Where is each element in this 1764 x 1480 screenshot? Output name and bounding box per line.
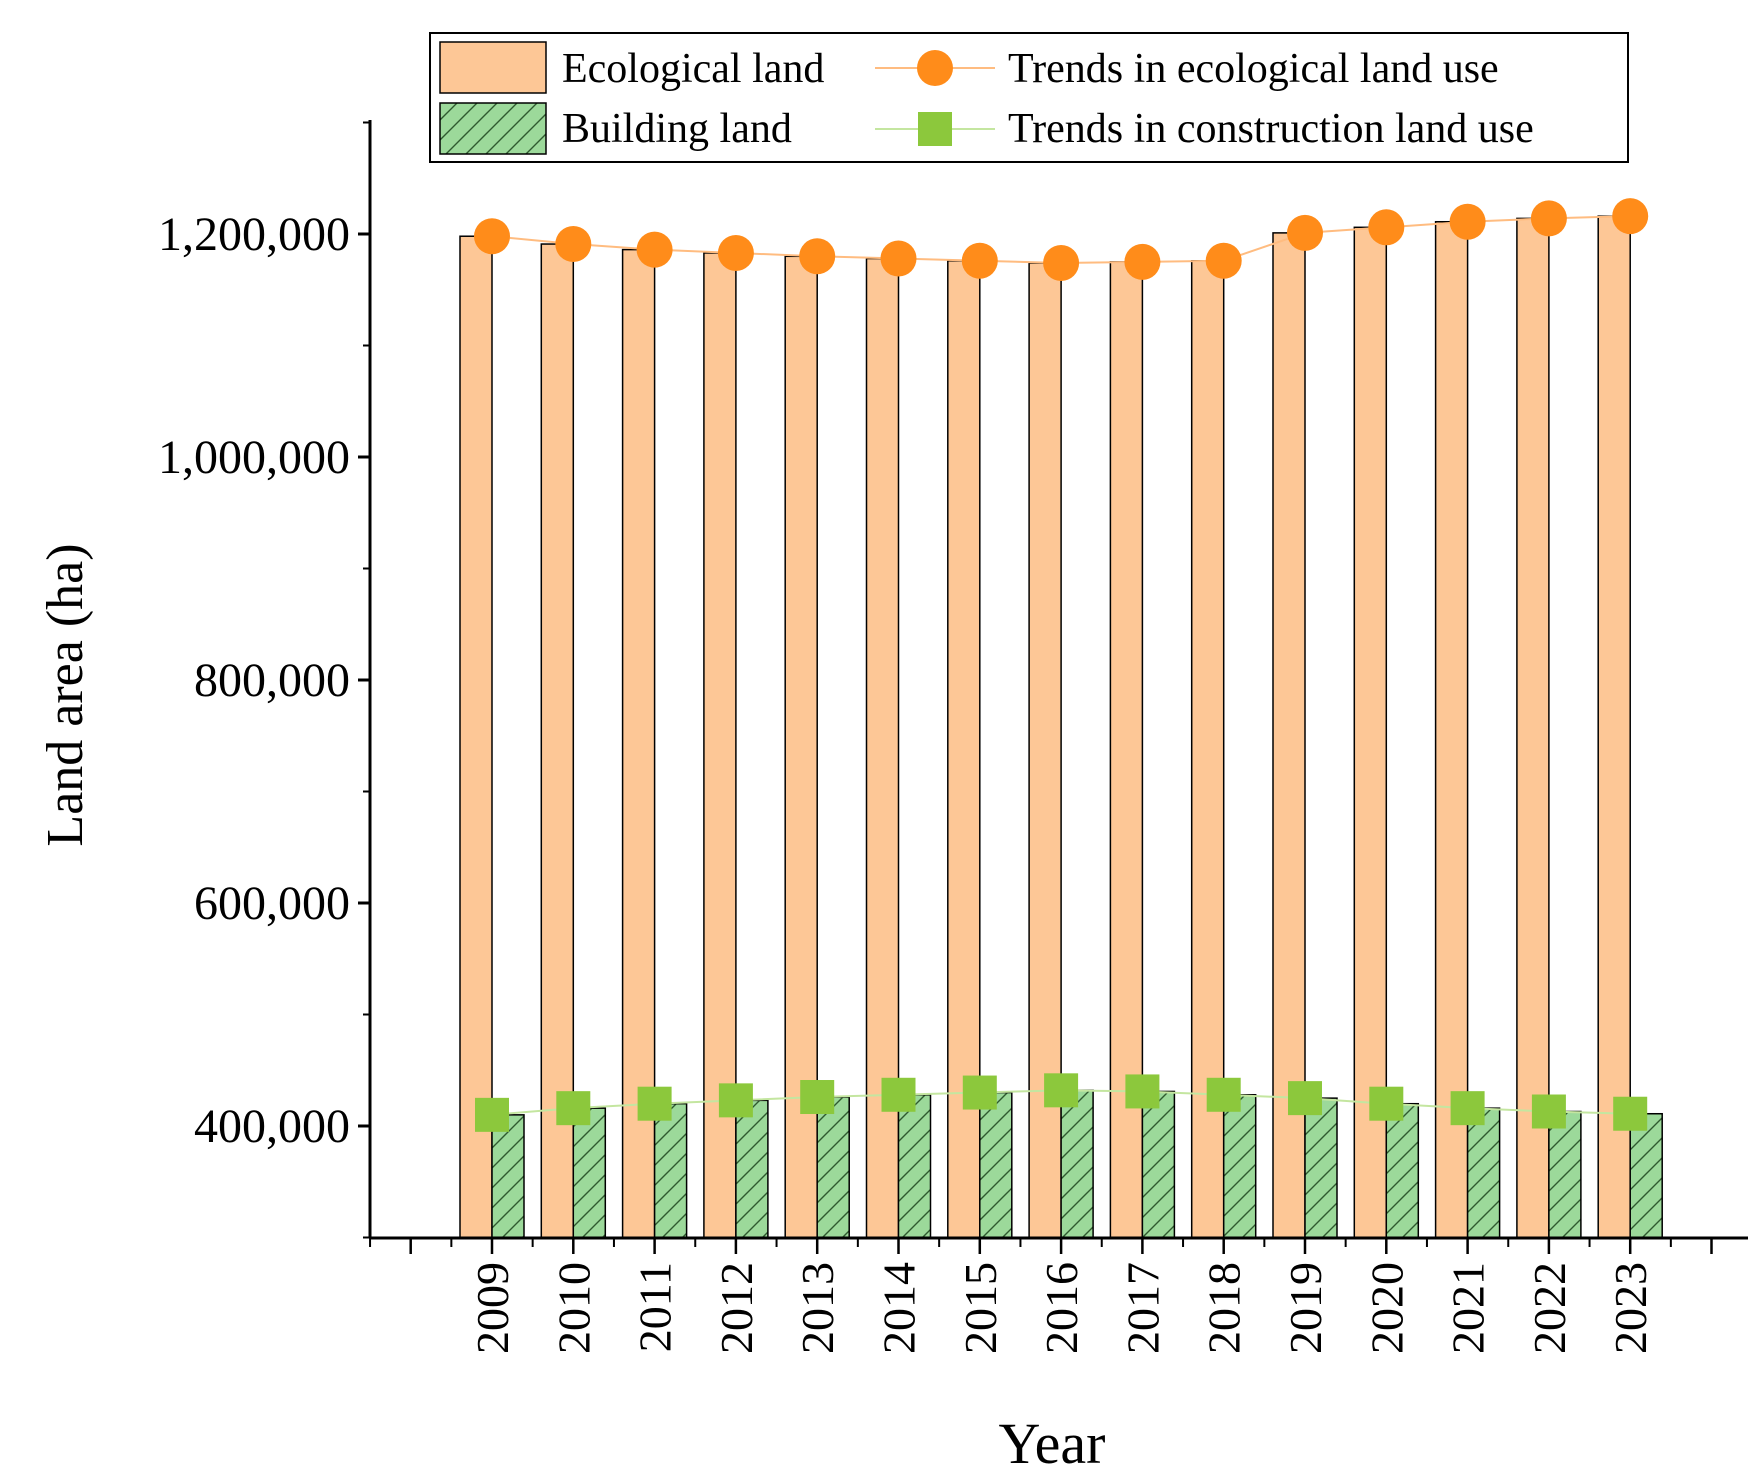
bar-building-land: [1141, 1090, 1176, 1239]
legend-marker-construction-trend: [918, 112, 952, 146]
point-ecological-trend: [1124, 243, 1161, 280]
bar-building-land: [1466, 1107, 1501, 1239]
bar-ecological-land: [1597, 215, 1631, 1239]
bar-ecological-land: [1434, 220, 1469, 1239]
bar-building-land: [897, 1094, 932, 1239]
legend-label-ecological-land: Ecological land: [562, 46, 824, 92]
point-ecological-trend: [474, 218, 510, 255]
point-ecological-trend: [1205, 242, 1242, 279]
point-construction-trend: [475, 1097, 509, 1132]
legend: Ecological land Trends in ecological lan…: [429, 32, 1629, 163]
point-ecological-trend: [555, 226, 592, 263]
point-construction-trend: [1450, 1091, 1485, 1126]
legend-swatch-ecological-land: [439, 41, 547, 94]
y-tick-label: 800,000: [194, 654, 350, 707]
bar-building-land: [1222, 1094, 1257, 1239]
bar-ecological-land: [459, 235, 493, 1239]
lines-layer: [474, 198, 1649, 1132]
point-ecological-trend: [1043, 244, 1080, 281]
point-ecological-trend: [799, 238, 836, 275]
bar-building-land: [1385, 1102, 1420, 1239]
x-tick-label: 2016: [1036, 1262, 1087, 1354]
x-tick-label: 2010: [548, 1262, 599, 1354]
point-construction-trend: [637, 1086, 672, 1121]
bar-building-land: [1548, 1110, 1582, 1239]
point-construction-trend: [1531, 1094, 1566, 1129]
y-tick-label: 400,000: [194, 1100, 350, 1153]
point-construction-trend: [1044, 1073, 1079, 1108]
x-tick-label: 2022: [1524, 1262, 1575, 1354]
point-construction-trend: [1288, 1081, 1322, 1116]
x-tick-label: 2018: [1199, 1262, 1250, 1354]
bar-building-land: [653, 1102, 688, 1239]
legend-label-construction-trend: Trends in construction land use: [1008, 106, 1534, 152]
bar-building-land: [735, 1099, 769, 1239]
bar-ecological-land: [1516, 217, 1550, 1239]
point-construction-trend: [800, 1080, 835, 1115]
point-construction-trend: [718, 1083, 753, 1118]
x-tick-label: 2012: [711, 1262, 762, 1354]
point-construction-trend: [1125, 1074, 1160, 1109]
axes-layer: 400,000 600,000 800,000 1,000,000 1,200,000 2…: [158, 120, 1748, 1354]
point-ecological-trend: [961, 242, 998, 279]
point-ecological-trend: [636, 231, 673, 268]
y-axis-label: Land area (ha): [37, 543, 94, 846]
x-tick-label: 2009: [467, 1262, 518, 1354]
bar-ecological-land: [540, 243, 575, 1239]
point-ecological-trend: [1368, 209, 1405, 246]
legend-frame: [429, 32, 1629, 163]
x-axis-label: Year: [999, 1411, 1106, 1476]
bar-building-land: [1629, 1112, 1663, 1239]
y-tick-label: 1,200,000: [158, 208, 350, 261]
bar-ecological-land: [1272, 232, 1306, 1239]
point-ecological-trend: [717, 234, 754, 271]
x-tick-label: 2013: [792, 1262, 843, 1354]
point-construction-trend: [1369, 1086, 1404, 1121]
y-tick-label: 600,000: [194, 877, 350, 930]
bar-building-land: [572, 1107, 607, 1239]
x-tick-label: 2014: [874, 1262, 925, 1354]
bars-layer: [459, 215, 1663, 1239]
legend-label-building-land: Building land: [562, 106, 792, 152]
bar-ecological-land: [1353, 226, 1388, 1239]
x-tick-label: 2020: [1361, 1262, 1412, 1354]
x-tick-label: 2015: [955, 1262, 1006, 1354]
legend-swatch-building-land: [439, 102, 547, 155]
point-ecological-trend: [880, 240, 917, 277]
point-construction-trend: [556, 1091, 591, 1126]
point-construction-trend: [962, 1075, 997, 1110]
y-tick-label: 1,000,000: [158, 431, 350, 484]
bar-building-land: [979, 1091, 1013, 1239]
x-tick-label: 2023: [1605, 1262, 1656, 1354]
bar-ecological-land: [865, 257, 900, 1239]
bar-building-land: [491, 1114, 525, 1239]
point-ecological-trend: [1612, 198, 1649, 235]
legend-marker-ecological-trend: [917, 50, 953, 86]
bar-ecological-land: [1190, 260, 1225, 1239]
bar-building-land: [1060, 1089, 1094, 1239]
x-tick-label: 2017: [1117, 1262, 1168, 1354]
point-ecological-trend: [1449, 203, 1486, 240]
bar-building-land: [1304, 1097, 1338, 1239]
x-tick-label: 2011: [630, 1262, 681, 1352]
point-construction-trend: [1613, 1096, 1648, 1131]
x-tick-label: 2019: [1280, 1262, 1331, 1354]
point-construction-trend: [881, 1077, 916, 1112]
legend-label-ecological-trend: Trends in ecological land use: [1008, 46, 1499, 92]
bar-building-land: [816, 1096, 850, 1239]
point-ecological-trend: [1530, 200, 1567, 237]
point-ecological-trend: [1287, 214, 1323, 251]
point-construction-trend: [1206, 1077, 1241, 1112]
x-tick-label: 2021: [1443, 1262, 1494, 1354]
